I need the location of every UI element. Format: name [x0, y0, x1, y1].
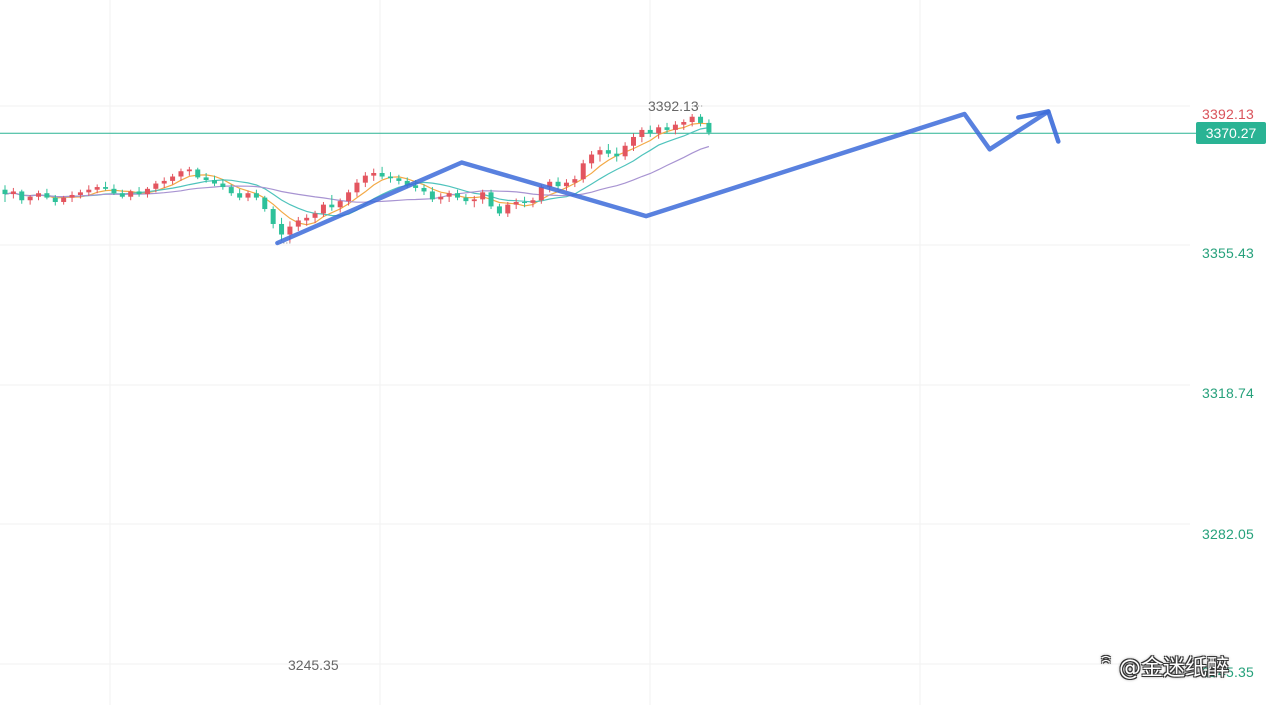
candle-body	[639, 129, 645, 137]
candle-body	[61, 197, 67, 203]
price-axis-label-4: 3282.05	[1202, 526, 1255, 542]
candle-body	[287, 226, 293, 235]
candle-body	[304, 217, 310, 221]
candle-body	[647, 129, 653, 134]
candle-body	[170, 176, 176, 181]
candle-body	[279, 223, 285, 235]
candle-body	[404, 180, 410, 186]
candle-body	[421, 187, 427, 192]
candle-body	[580, 163, 586, 180]
candle-body	[136, 191, 142, 195]
candle-body	[513, 202, 519, 205]
candle-body	[572, 179, 578, 183]
candle-body	[706, 122, 712, 133]
candle-body	[94, 187, 100, 190]
price-axis-label-3: 3318.74	[1202, 385, 1255, 401]
candle-body	[563, 182, 569, 187]
candle-body	[320, 204, 326, 214]
candle-body	[522, 202, 528, 204]
candle-body	[178, 171, 184, 177]
candle-body	[505, 204, 511, 214]
candle-body	[212, 180, 217, 184]
candle-body	[413, 185, 419, 188]
candle-body	[144, 188, 150, 195]
candle-body	[446, 193, 452, 197]
candle-body	[52, 197, 58, 203]
candle-body	[253, 193, 259, 198]
candle-body	[589, 154, 595, 164]
watermark: ꩰ @金迷纸醉	[1112, 656, 1229, 681]
candle-body	[295, 220, 301, 227]
candle-body	[681, 122, 687, 125]
candle-body	[371, 172, 377, 176]
candle-body	[387, 176, 393, 179]
price-axis-label-high: 3392.13	[1202, 106, 1255, 122]
candle-body	[438, 196, 444, 200]
candle-body	[245, 193, 251, 198]
candle-body	[312, 213, 318, 218]
candle-body	[19, 191, 25, 201]
price-axis-label-low: 3245.35	[1202, 664, 1255, 680]
projection-path	[275, 109, 1051, 246]
candle-body	[689, 116, 695, 123]
candle-body	[455, 193, 461, 198]
candle-body	[622, 145, 628, 157]
candle-body	[698, 116, 704, 123]
candle-body	[547, 181, 553, 188]
candle-body	[605, 150, 611, 154]
candle-body	[346, 192, 352, 202]
candle-body	[262, 197, 268, 210]
candle-body	[69, 194, 75, 198]
candle-body	[555, 181, 561, 187]
candle-body	[480, 192, 486, 200]
candle-body	[631, 136, 636, 146]
candle-body	[203, 177, 209, 181]
candle-body	[656, 127, 662, 134]
candle-body	[228, 187, 234, 194]
candle-body	[36, 193, 42, 197]
candle-body	[153, 183, 159, 189]
candle-body	[614, 153, 620, 157]
candle-body	[396, 178, 402, 181]
candle-body	[270, 209, 276, 224]
candle-body	[337, 201, 343, 208]
candle-body	[329, 204, 335, 208]
high-price-label: 3392.13	[648, 98, 699, 114]
candle-body	[463, 197, 469, 202]
candle-body	[119, 193, 125, 197]
price-axis-label-2: 3355.43	[1202, 245, 1255, 261]
candle-body	[664, 127, 670, 130]
candle-body	[103, 187, 109, 189]
candle-body	[530, 200, 536, 203]
candle-body	[44, 193, 50, 198]
candle-body	[672, 124, 678, 130]
candle-body	[77, 192, 83, 195]
candle-body	[379, 172, 385, 177]
current-price-tag: 3370.27	[1196, 122, 1266, 145]
candle-body	[362, 175, 368, 183]
candle-body	[597, 150, 603, 155]
low-price-label: 3245.35	[288, 657, 339, 673]
candle-body	[195, 169, 201, 178]
candle-body	[2, 189, 8, 195]
candle-body	[128, 191, 134, 197]
candle-body	[471, 199, 477, 202]
candle-body	[86, 189, 92, 193]
projection-arrowhead	[1016, 109, 1061, 144]
candle-body	[237, 193, 243, 198]
candle-body	[488, 192, 494, 207]
candle-body	[538, 187, 544, 201]
candle-body	[186, 169, 192, 172]
candle-body	[27, 196, 33, 201]
candle-body	[161, 180, 167, 184]
candle-body	[111, 188, 117, 194]
candle-body	[10, 191, 16, 195]
candle-body	[220, 183, 226, 188]
candle-body	[354, 182, 360, 193]
candle-body	[429, 191, 435, 200]
candle-body	[496, 206, 502, 214]
